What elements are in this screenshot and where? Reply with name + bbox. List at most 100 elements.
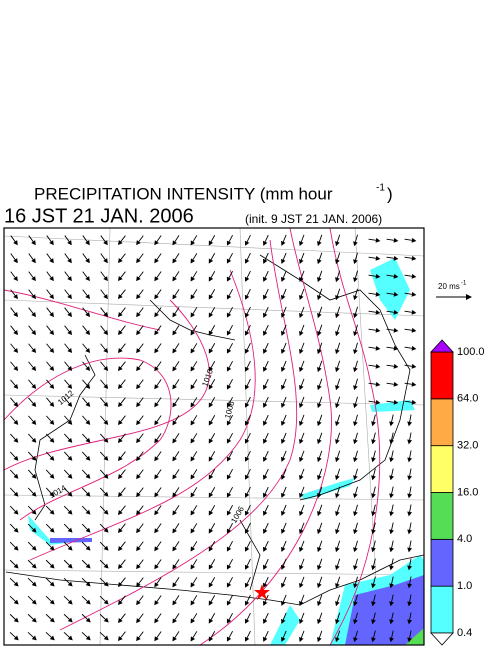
wind-arrow [99,595,109,605]
wind-head [280,438,286,444]
wind-head [190,294,196,300]
wind-head [190,618,196,624]
wind-arrow [172,397,180,408]
title: PRECIPITATION INTENSITY (mm hour [34,184,333,203]
wind-arrow [280,342,287,354]
wind-arrow [317,396,323,409]
wind-arrow [9,523,19,533]
wind-head [226,600,232,606]
wind-head [407,493,413,499]
wind-head [31,509,37,515]
wind-head [190,258,196,264]
wind-head [31,258,36,264]
wind-head [280,528,286,534]
wind-arrow [262,270,269,282]
wind-arrow [280,468,287,480]
wind-arrow [386,363,399,369]
wind-arrow [386,237,399,243]
wind-head [117,600,123,606]
wind-arrow [190,361,198,372]
wind-arrow [226,450,233,462]
wind-arrow [389,468,394,481]
wind-arrow [244,540,251,552]
wind-arrow [317,414,323,427]
wind-arrow [172,577,180,588]
wind-arrow [262,396,269,408]
wind-arrow [136,541,144,552]
wind-head [172,384,177,390]
wind-arrow [10,361,19,371]
wind-arrow [371,486,376,499]
wind-head [190,366,196,372]
wind-arrow [28,397,37,407]
wind-arrow [317,378,323,391]
wind-arrow [389,612,394,625]
wind-arrow [172,595,180,606]
wind-arrow [244,504,251,516]
wind-arrow [117,253,126,264]
wind-head [244,582,250,588]
wind-head [299,312,304,319]
wind-arrow [335,450,341,463]
wind-arrow [407,540,413,553]
wind-head [353,241,358,247]
wind-arrow [64,325,73,336]
wind-arrow [172,469,180,480]
wind-arrow [226,270,233,282]
wind-arrow [407,414,413,427]
wind-head [136,492,141,498]
wind-head [190,402,196,408]
wind-head [317,241,322,247]
wind-head [67,599,73,605]
wind-head [190,438,196,444]
wind-head [299,420,304,427]
wind-arrow [190,343,198,354]
wind-arrow [27,577,37,587]
wind-arrow [317,360,323,373]
wind-head [411,363,417,369]
wind-head [335,529,340,535]
wind-head [85,330,91,336]
wind-arrow [10,343,19,353]
wind-arrow [389,504,394,517]
wind-head [172,546,177,552]
wind-arrow [371,468,376,481]
wind-head [172,528,177,534]
wind-arrow [280,540,287,552]
wind-arrow [172,307,180,318]
wind-head [49,347,55,353]
wind-arrow [63,505,73,515]
wind-head [190,420,196,426]
wind-head [280,384,286,390]
colorbar-label: 4.0 [457,533,472,545]
wind-head [226,312,232,318]
wind-arrow [386,345,399,351]
wind-head [299,618,304,625]
wind-head [353,475,358,481]
wind-arrow [208,235,216,246]
wind-head [262,474,268,480]
wind-head [407,637,413,643]
wind-arrow [244,576,251,588]
wind-arrow [99,541,109,551]
wind-arrow [154,361,162,372]
wind-head [67,617,73,623]
wind-head [136,420,141,426]
wind-arrow [136,433,144,444]
wind-head [103,330,109,336]
wind-arrow [117,379,126,390]
wind-arrow [262,504,269,516]
wind-arrow [404,237,417,243]
wind-head [411,399,417,405]
wind-head [190,330,196,336]
wind-arrow [299,270,305,283]
wind-head [371,493,376,499]
wind-arrow [99,559,109,569]
wind-arrow [371,414,376,427]
wind-arrow [136,325,144,336]
wind-head [411,309,417,315]
wind-head [411,237,417,243]
wind-arrow [226,414,233,426]
wind-head [31,455,37,461]
wind-head [13,276,18,282]
